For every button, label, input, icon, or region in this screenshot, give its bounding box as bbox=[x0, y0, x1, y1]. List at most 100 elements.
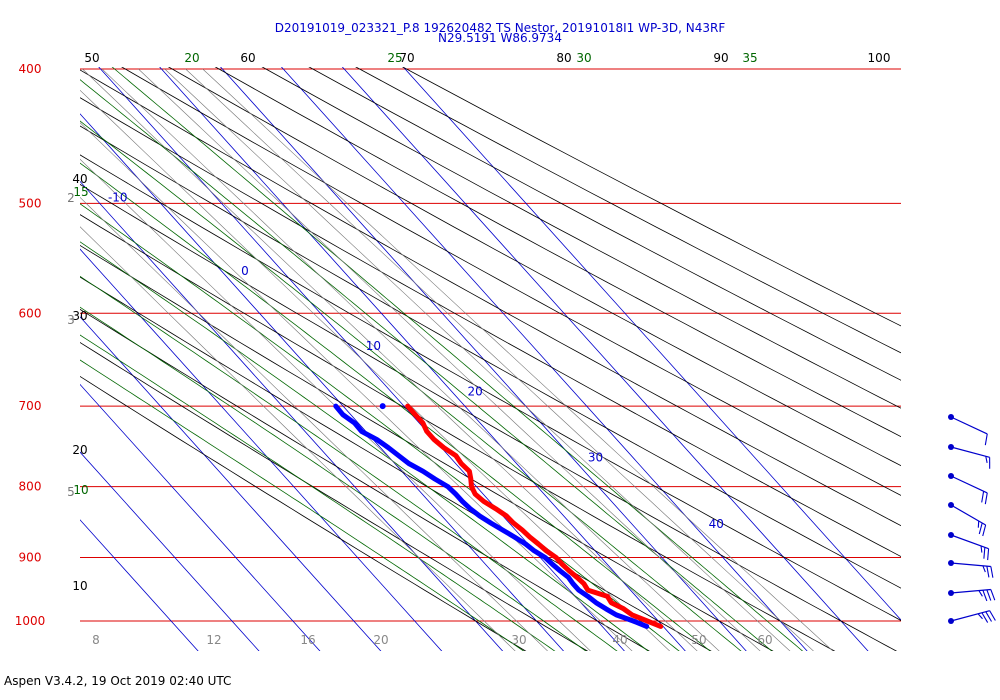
isotherm-label: 10 bbox=[366, 339, 381, 353]
wind-barb-feather bbox=[983, 547, 986, 559]
isotherm-label: 40 bbox=[709, 517, 724, 531]
mixing-ratio-line bbox=[80, 122, 633, 651]
dry-adiabat-label: 50 bbox=[84, 51, 99, 65]
wind-barb-feather bbox=[981, 612, 989, 623]
isobar-label: 800 bbox=[19, 480, 42, 494]
dry-adiabat-line bbox=[80, 244, 774, 651]
mixing-ratio-label: 30 bbox=[511, 633, 526, 647]
dry-adiabat-line bbox=[80, 375, 527, 651]
wind-barb-shaft bbox=[950, 446, 990, 458]
wind-barb bbox=[948, 473, 988, 505]
mixing-ratio-label: 16 bbox=[300, 633, 315, 647]
chart-title: D20191019_023321_P.8 192620482 TS Nestor… bbox=[274, 21, 726, 35]
isobar-label: 700 bbox=[19, 399, 42, 413]
moist-adiabat-line bbox=[80, 306, 587, 651]
mixing-ratio-line bbox=[80, 226, 516, 651]
mixing-ratio-label: 50 bbox=[691, 633, 706, 647]
moist-adiabat-line bbox=[80, 79, 773, 651]
chart-subtitle: N29.5191 W86.9734 bbox=[438, 31, 562, 45]
isotherm-line bbox=[402, 67, 901, 621]
dry-adiabat-line bbox=[121, 67, 901, 496]
grid-lines bbox=[80, 67, 901, 651]
isotherm-line bbox=[159, 67, 686, 651]
dry-adiabat-line bbox=[355, 67, 901, 354]
mixing-ratio-line bbox=[82, 68, 698, 651]
isobar-label: 400 bbox=[19, 62, 42, 76]
isotherm-line bbox=[341, 67, 869, 651]
wind-barb-feather bbox=[987, 548, 990, 561]
dry-adiabat-label: 10 bbox=[72, 579, 87, 593]
wind-barb-feather bbox=[978, 522, 983, 535]
dry-adiabat-line bbox=[80, 125, 901, 589]
mixing-ratio-label: 12 bbox=[206, 633, 221, 647]
wind-barb-shaft bbox=[950, 534, 989, 550]
isotherm-line bbox=[80, 180, 504, 651]
mixing-ratio-label: 5 bbox=[67, 485, 75, 499]
dry-adiabat-label: 90 bbox=[713, 51, 728, 65]
wind-barb-feather bbox=[980, 545, 983, 553]
dewpoint-point bbox=[379, 403, 386, 410]
wind-barb-shaft bbox=[950, 562, 991, 568]
dry-adiabat-line bbox=[80, 154, 901, 621]
moist-adiabat-line bbox=[111, 67, 804, 651]
wind-barb bbox=[948, 532, 990, 561]
wind-barb-feather bbox=[990, 589, 996, 601]
moist-adiabat-label: 20 bbox=[184, 51, 199, 65]
dry-adiabat-line bbox=[80, 342, 589, 651]
wind-barb-shaft bbox=[950, 588, 991, 594]
moist-adiabat-label: 25 bbox=[387, 51, 402, 65]
wind-barb bbox=[948, 414, 988, 446]
moist-adiabat-line bbox=[80, 162, 711, 651]
wind-barb-feather bbox=[990, 566, 994, 578]
dry-adiabat-line bbox=[80, 308, 650, 651]
isotherm-label: 20 bbox=[467, 384, 482, 398]
dry-adiabat-line bbox=[80, 276, 712, 651]
mixing-ratio-line bbox=[202, 68, 834, 651]
axis-labels: 4005006007008009001000-20-10010203040506… bbox=[15, 51, 891, 647]
mixing-ratio-label: 60 bbox=[757, 633, 772, 647]
wind-barb-shaft bbox=[950, 610, 990, 622]
wind-barb bbox=[948, 560, 994, 578]
wind-barb-feather bbox=[978, 590, 983, 597]
dry-adiabat-line bbox=[80, 97, 901, 558]
dry-adiabat-line bbox=[80, 214, 836, 651]
mixing-ratio-line bbox=[80, 89, 671, 651]
dry-adiabat-line bbox=[167, 67, 901, 467]
isobar-label: 1000 bbox=[15, 614, 46, 628]
mixing-ratio-line bbox=[164, 68, 791, 651]
dry-adiabat-line bbox=[214, 67, 901, 438]
dry-adiabat-label: 20 bbox=[72, 443, 87, 457]
dry-adiabat-label: 100 bbox=[868, 51, 891, 65]
isobar-label: 600 bbox=[19, 306, 42, 320]
mixing-ratio-line bbox=[138, 68, 761, 651]
wind-barb-feather bbox=[982, 565, 986, 573]
isotherm-line bbox=[80, 383, 321, 651]
moist-adiabat-line bbox=[80, 359, 525, 651]
dry-adiabat-label: 30 bbox=[72, 309, 87, 323]
dry-adiabat-label: 80 bbox=[556, 51, 571, 65]
isotherm-line bbox=[80, 519, 199, 651]
wind-barb-feather bbox=[986, 566, 990, 578]
isobar-label: 900 bbox=[19, 551, 42, 565]
wind-barb-shaft bbox=[950, 475, 988, 494]
wind-barb-feather bbox=[984, 492, 988, 505]
wind-barb-feather bbox=[984, 433, 988, 446]
wind-barb-feather bbox=[985, 456, 988, 463]
dry-adiabat-line bbox=[80, 183, 898, 651]
isotherm-line bbox=[80, 316, 382, 651]
dewpoint-trace bbox=[333, 403, 650, 629]
mixing-ratio-label: 8 bbox=[92, 633, 100, 647]
wind-barb-feather bbox=[981, 491, 985, 503]
mixing-ratio-label: 3 bbox=[67, 313, 75, 327]
dry-adiabat-line bbox=[261, 67, 901, 409]
isotherm-line bbox=[98, 67, 625, 651]
isobar-label: 500 bbox=[19, 196, 42, 210]
dry-adiabat-line bbox=[80, 69, 901, 527]
mixing-ratio-line bbox=[80, 196, 548, 651]
wind-barb bbox=[948, 502, 987, 537]
mixing-ratio-label: 20 bbox=[373, 633, 388, 647]
moist-adiabat-line bbox=[80, 275, 618, 651]
isotherm-label: 0 bbox=[241, 264, 249, 278]
wind-barbs bbox=[948, 414, 996, 624]
